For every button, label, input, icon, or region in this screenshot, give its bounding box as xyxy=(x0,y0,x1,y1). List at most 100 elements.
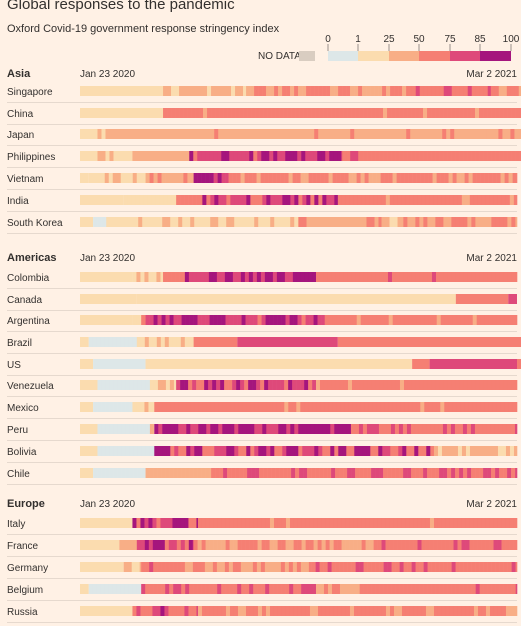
heat-cell xyxy=(511,584,516,594)
heat-cell xyxy=(189,584,194,594)
heat-cell xyxy=(382,129,387,139)
heat-cell xyxy=(333,518,339,528)
heat-cell xyxy=(189,151,194,161)
heat-cell xyxy=(110,129,115,139)
heat-cell xyxy=(379,380,385,390)
heat-cell xyxy=(497,540,502,550)
heat-cell xyxy=(269,540,274,550)
heat-cell xyxy=(100,518,105,528)
heat-cell xyxy=(176,540,182,550)
heat-cell xyxy=(274,424,279,434)
heat-cell xyxy=(193,315,198,325)
heat-cell xyxy=(213,518,219,528)
heat-cell xyxy=(124,173,130,183)
heat-cell xyxy=(188,272,194,282)
heat-cell xyxy=(443,151,448,161)
heat-cell xyxy=(92,584,98,594)
heat-cell xyxy=(384,315,390,325)
heat-cell xyxy=(149,173,154,183)
heat-cell xyxy=(212,380,217,390)
heat-cell xyxy=(296,562,302,572)
heat-cell xyxy=(235,86,240,96)
heat-cell xyxy=(329,151,334,161)
heat-cell xyxy=(507,108,512,118)
heat-cell xyxy=(436,315,442,325)
start-date-label: Jan 23 2020 xyxy=(80,253,135,264)
heat-cell xyxy=(451,468,456,478)
heat-cell xyxy=(184,151,189,161)
heat-cell xyxy=(431,86,437,96)
heat-cell xyxy=(280,562,286,572)
heat-cell xyxy=(217,540,222,550)
heat-cell xyxy=(193,151,198,161)
heat-cell xyxy=(321,151,326,161)
heat-cell xyxy=(214,129,219,139)
heat-cell xyxy=(413,195,419,205)
heat-cell xyxy=(95,108,100,118)
heat-cell xyxy=(389,217,394,227)
heat-cell xyxy=(315,562,320,572)
heat-cell xyxy=(481,195,487,205)
heat-cell xyxy=(169,468,174,478)
heat-cell xyxy=(95,540,100,550)
heat-cell xyxy=(325,606,331,616)
heat-cell xyxy=(399,272,405,282)
heat-cell xyxy=(324,173,329,183)
heat-cell xyxy=(397,217,402,227)
country-label: Colombia xyxy=(7,273,50,284)
heat-cell xyxy=(412,173,417,183)
heat-cell xyxy=(179,86,184,96)
heat-cell xyxy=(206,424,211,434)
heat-cell xyxy=(175,195,177,205)
heat-cell xyxy=(221,518,227,528)
heat-cell xyxy=(406,446,411,456)
heat-cell xyxy=(471,468,476,478)
heat-cell xyxy=(351,584,357,594)
heat-cell xyxy=(105,294,110,304)
heat-cell xyxy=(177,468,182,478)
heat-cell xyxy=(304,272,310,282)
heat-cell xyxy=(393,217,398,227)
heat-cell xyxy=(88,173,94,183)
heat-cell xyxy=(355,108,360,118)
heat-cell xyxy=(431,468,436,478)
heat-cell xyxy=(372,402,377,412)
heat-cell xyxy=(193,540,198,550)
heat-cell xyxy=(367,562,372,572)
heat-cell xyxy=(242,424,247,434)
heat-cell xyxy=(468,315,474,325)
heat-cell xyxy=(399,108,404,118)
heat-cell xyxy=(314,129,319,139)
heat-cell xyxy=(419,468,424,478)
heat-cell xyxy=(85,584,89,594)
heat-cell xyxy=(427,562,432,572)
heat-cell xyxy=(342,86,347,96)
heat-cell xyxy=(423,584,428,594)
heat-cell xyxy=(497,195,503,205)
heat-cell xyxy=(308,562,312,572)
heat-cell xyxy=(257,540,262,550)
region-label: Europe xyxy=(7,498,45,510)
heat-cell xyxy=(305,540,310,550)
heat-cell xyxy=(398,129,403,139)
heat-cell xyxy=(396,402,401,412)
heat-cell xyxy=(265,315,270,325)
heat-cell xyxy=(236,272,242,282)
heat-cell xyxy=(490,424,496,434)
heat-cell xyxy=(149,584,154,594)
heat-cell xyxy=(168,518,173,528)
heat-cell xyxy=(435,151,440,161)
heat-cell xyxy=(159,195,164,205)
heat-cell xyxy=(90,315,95,325)
heat-cell xyxy=(126,129,131,139)
heat-cell xyxy=(464,402,469,412)
heat-cell xyxy=(415,151,420,161)
heat-cell xyxy=(140,151,145,161)
heat-cell xyxy=(463,272,469,282)
heat-cell xyxy=(356,315,362,325)
heat-cell xyxy=(306,129,311,139)
heat-cell xyxy=(221,315,226,325)
heat-cell xyxy=(132,315,137,325)
heat-cell xyxy=(149,424,155,434)
heat-cell xyxy=(467,380,473,390)
